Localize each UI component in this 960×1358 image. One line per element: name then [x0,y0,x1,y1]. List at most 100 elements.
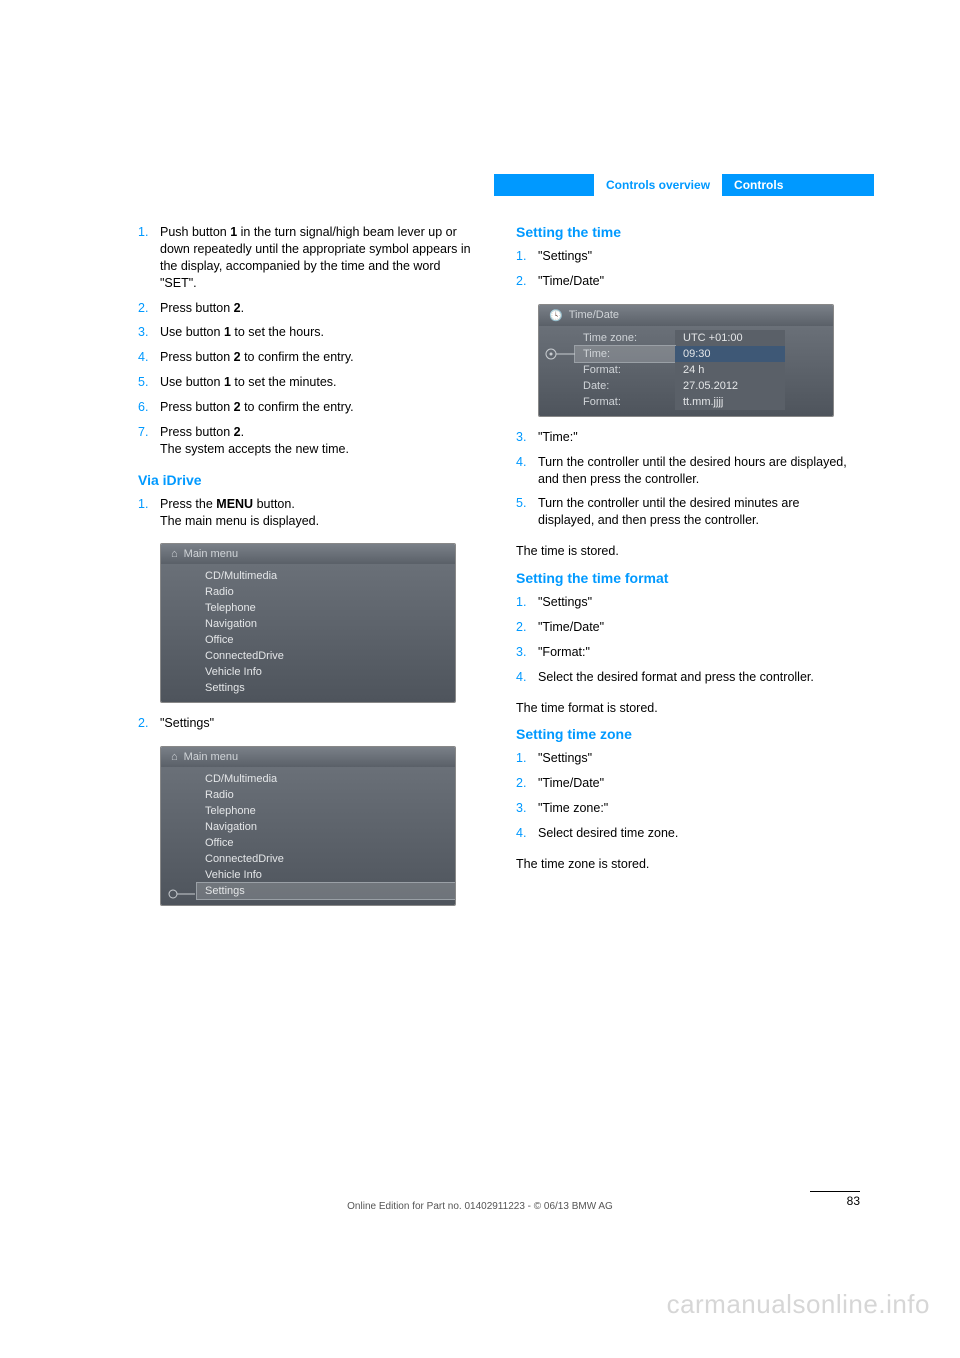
list-item: 2."Settings" [138,715,478,732]
screenshot-menu-item: Settings [197,680,455,696]
page: Controls overview Controls 1.Push button… [0,0,960,1358]
screenshot-menu-item: Office [197,632,455,648]
list-item: 4.Select the desired format and press th… [516,669,856,686]
screenshot-body: CD/MultimediaRadioTelephoneNavigationOff… [161,564,455,702]
list-item-text: Use button 1 to set the hours. [160,324,478,341]
steps-idrive-1: 1.Press the MENU button.The main menu is… [138,496,478,530]
list-item: 2."Time/Date" [516,775,856,792]
list-item-number: 4. [516,454,538,488]
clock-icon: 🕓 [549,309,563,322]
list-item-text: Select the desired format and press the … [538,669,856,686]
screenshot-menu-item: Radio [197,787,455,803]
list-item-number: 4. [516,669,538,686]
list-item-number: 6. [138,399,160,416]
screenshot-body: Time zone:UTC +01:00Time:09:30Format:24 … [539,326,833,416]
screenshot-title: Main menu [184,751,238,763]
screenshot-selector-line [167,767,189,905]
list-item-text: "Time/Date" [538,775,856,792]
screenshot-menu-item: ConnectedDrive [197,851,455,867]
list-item: 7.Press button 2.The system accepts the … [138,424,478,458]
screenshot-kv-value: UTC +01:00 [675,330,785,346]
list-item-number: 2. [138,715,160,732]
screenshot-menu-item: Radio [197,584,455,600]
list-item-number: 5. [138,374,160,391]
screenshot-kv-row: Time:09:30 [575,346,833,362]
screenshot-kv-key: Format: [575,362,675,378]
list-item: 5.Use button 1 to set the minutes. [138,374,478,391]
steps-setting-time-a: 1."Settings"2."Time/Date" [516,248,856,290]
list-item-text: "Time/Date" [538,619,856,636]
list-item-text: Push button 1 in the turn signal/high be… [160,224,478,292]
screenshot-kv-row: Format:tt.mm.jjjj [575,394,833,410]
list-item-number: 3. [516,800,538,817]
list-item-text: Press button 2 to confirm the entry. [160,349,478,366]
idrive-screenshot-time-date: 🕓Time/DateTime zone:UTC +01:00Time:09:30… [538,304,834,417]
page-number-wrap: 83 [810,1191,860,1208]
list-item-number: 3. [516,429,538,446]
list-item-number: 1. [138,224,160,292]
screenshot-kv-value: tt.mm.jjjj [675,394,785,410]
list-item: 1."Settings" [516,594,856,611]
list-item: 2.Press button 2. [138,300,478,317]
list-item-number: 5. [516,495,538,529]
list-item: 3."Time zone:" [516,800,856,817]
list-item-number: 4. [138,349,160,366]
screenshot-header: ⌂Main menu [161,544,455,564]
heading-via-idrive: Via iDrive [138,472,478,488]
list-item: 1.Push button 1 in the turn signal/high … [138,224,478,292]
list-item-number: 3. [138,324,160,341]
steps-setting-time-b: 3."Time:" 4.Turn the controller until the… [516,429,856,529]
watermark: carmanualsonline.info [667,1289,930,1320]
page-number-rule [810,1191,860,1192]
list-item-number: 2. [516,619,538,636]
list-item-text: Press button 2 to confirm the entry. [160,399,478,416]
list-item: 4.Turn the controller until the desired … [516,454,856,488]
heading-setting-time-format: Setting the time format [516,570,856,586]
list-item-number: 1. [516,248,538,265]
screenshot-menu-item: Telephone [197,600,455,616]
list-item-text: "Time zone:" [538,800,856,817]
screenshot-menu-item: Navigation [197,616,455,632]
screenshot-kv-value: 24 h [675,362,785,378]
list-item-number: 7. [138,424,160,458]
list-item: 4.Press button 2 to confirm the entry. [138,349,478,366]
idrive-screenshot-main-menu-1: ⌂Main menuCD/MultimediaRadioTelephoneNav… [160,543,456,703]
breadcrumb-section: Controls overview [594,174,722,196]
column-right: Setting the time 1."Settings"2."Time/Dat… [516,224,856,918]
list-item-number: 2. [138,300,160,317]
list-item: 4.Select desired time zone. [516,825,856,842]
text-time-stored: The time is stored. [516,543,856,560]
screenshot-menu-item: CD/Multimedia [197,771,455,787]
list-item-text: Turn the controller until the desired mi… [538,495,856,529]
screenshot-kv-key: Time zone: [575,330,675,346]
screenshot-menu-item: Vehicle Info [197,867,455,883]
list-item: 1."Settings" [516,750,856,767]
home-icon: ⌂ [171,751,178,763]
screenshot-kv-value: 09:30 [675,346,785,362]
screenshot-menu-item: CD/Multimedia [197,568,455,584]
list-item: 3."Time:" [516,429,856,446]
list-item-number: 3. [516,644,538,661]
list-item: 1.Press the MENU button.The main menu is… [138,496,478,530]
list-item-number: 4. [516,825,538,842]
list-item-text: Select desired time zone. [538,825,856,842]
list-item-text: "Settings" [538,248,856,265]
list-item-text: "Format:" [538,644,856,661]
screenshot-kv-row: Format:24 h [575,362,833,378]
list-item-text: Press button 2.The system accepts the ne… [160,424,478,458]
text-format-stored: The time format is stored. [516,700,856,717]
list-item: 3."Format:" [516,644,856,661]
heading-setting-time: Setting the time [516,224,856,240]
screenshot-header: ⌂ Main menu [161,747,455,767]
screenshot-kv-key: Format: [575,394,675,410]
screenshot-menu-item: Vehicle Info [197,664,455,680]
screenshot-menu-item: ConnectedDrive [197,648,455,664]
list-item-number: 2. [516,775,538,792]
screenshot-header: 🕓Time/Date [539,305,833,326]
list-item-number: 2. [516,273,538,290]
screenshot-kv-key: Time: [575,346,675,362]
list-item: 5.Turn the controller until the desired … [516,495,856,529]
steps-idrive-2: 2."Settings" [138,715,478,732]
list-item-number: 1. [138,496,160,530]
screenshot-kv-row: Date:27.05.2012 [575,378,833,394]
